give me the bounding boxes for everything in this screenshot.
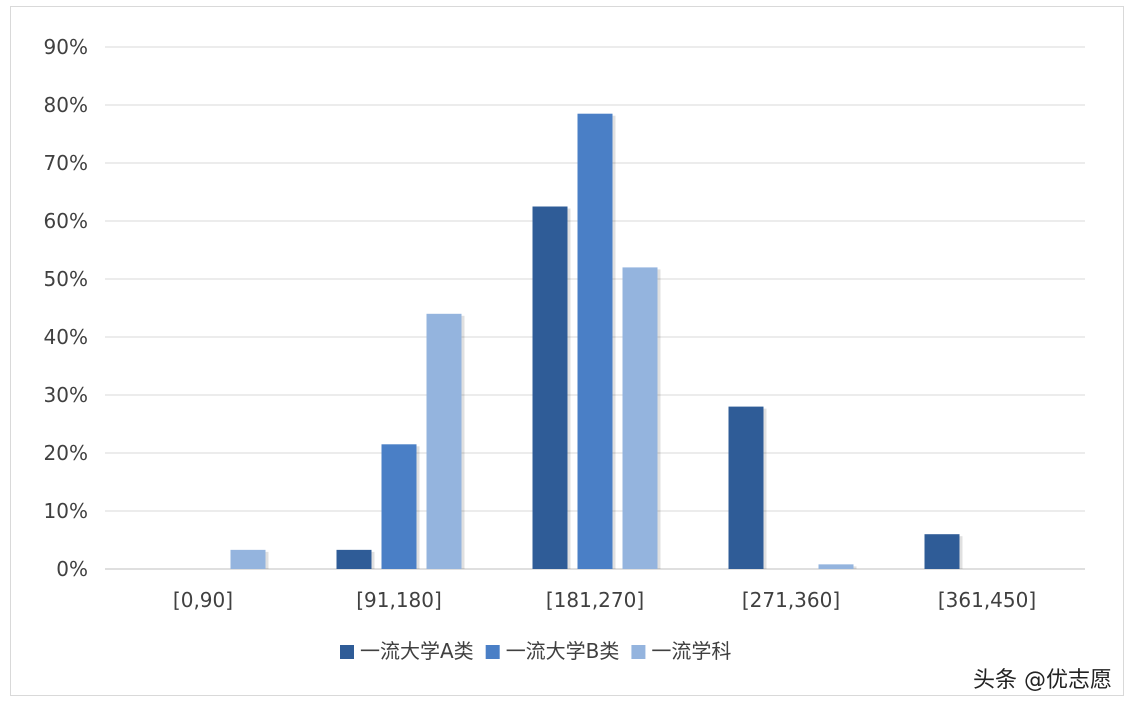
- y-tick-label: 10%: [44, 499, 88, 523]
- legend-label: 一流学科: [651, 639, 731, 663]
- bar: [532, 206, 568, 569]
- watermark-text: 头条 @优志愿: [973, 668, 1112, 693]
- legend-swatch: [631, 645, 646, 659]
- y-tick-label: 30%: [44, 383, 88, 407]
- x-tick-label: [0,90]: [173, 588, 233, 612]
- bar: [924, 534, 960, 569]
- bar: [728, 406, 764, 569]
- bar: [381, 444, 417, 569]
- bar: [818, 564, 854, 569]
- bar: [426, 313, 462, 569]
- y-tick-label: 20%: [44, 441, 88, 465]
- legend-label: 一流大学A类: [360, 639, 474, 663]
- y-tick-label: 60%: [44, 209, 88, 233]
- x-tick-label: [181,270]: [546, 588, 644, 612]
- bar: [622, 267, 658, 569]
- y-tick-label: 80%: [44, 93, 88, 117]
- legend-swatch: [340, 645, 354, 659]
- legend-label: 一流大学B类: [506, 639, 620, 663]
- y-tick-label: 50%: [44, 267, 88, 291]
- x-tick-label: [361,450]: [938, 588, 1036, 612]
- legend-swatch: [485, 645, 500, 659]
- x-tick-label: [91,180]: [356, 588, 442, 612]
- y-tick-label: 90%: [44, 35, 88, 59]
- y-tick-label: 70%: [44, 151, 88, 175]
- x-tick-label: [271,360]: [742, 588, 840, 612]
- bar: [336, 549, 372, 569]
- bar: [230, 549, 266, 569]
- bar: [577, 113, 613, 569]
- y-tick-label: 0%: [56, 557, 88, 581]
- y-tick-label: 40%: [44, 325, 88, 349]
